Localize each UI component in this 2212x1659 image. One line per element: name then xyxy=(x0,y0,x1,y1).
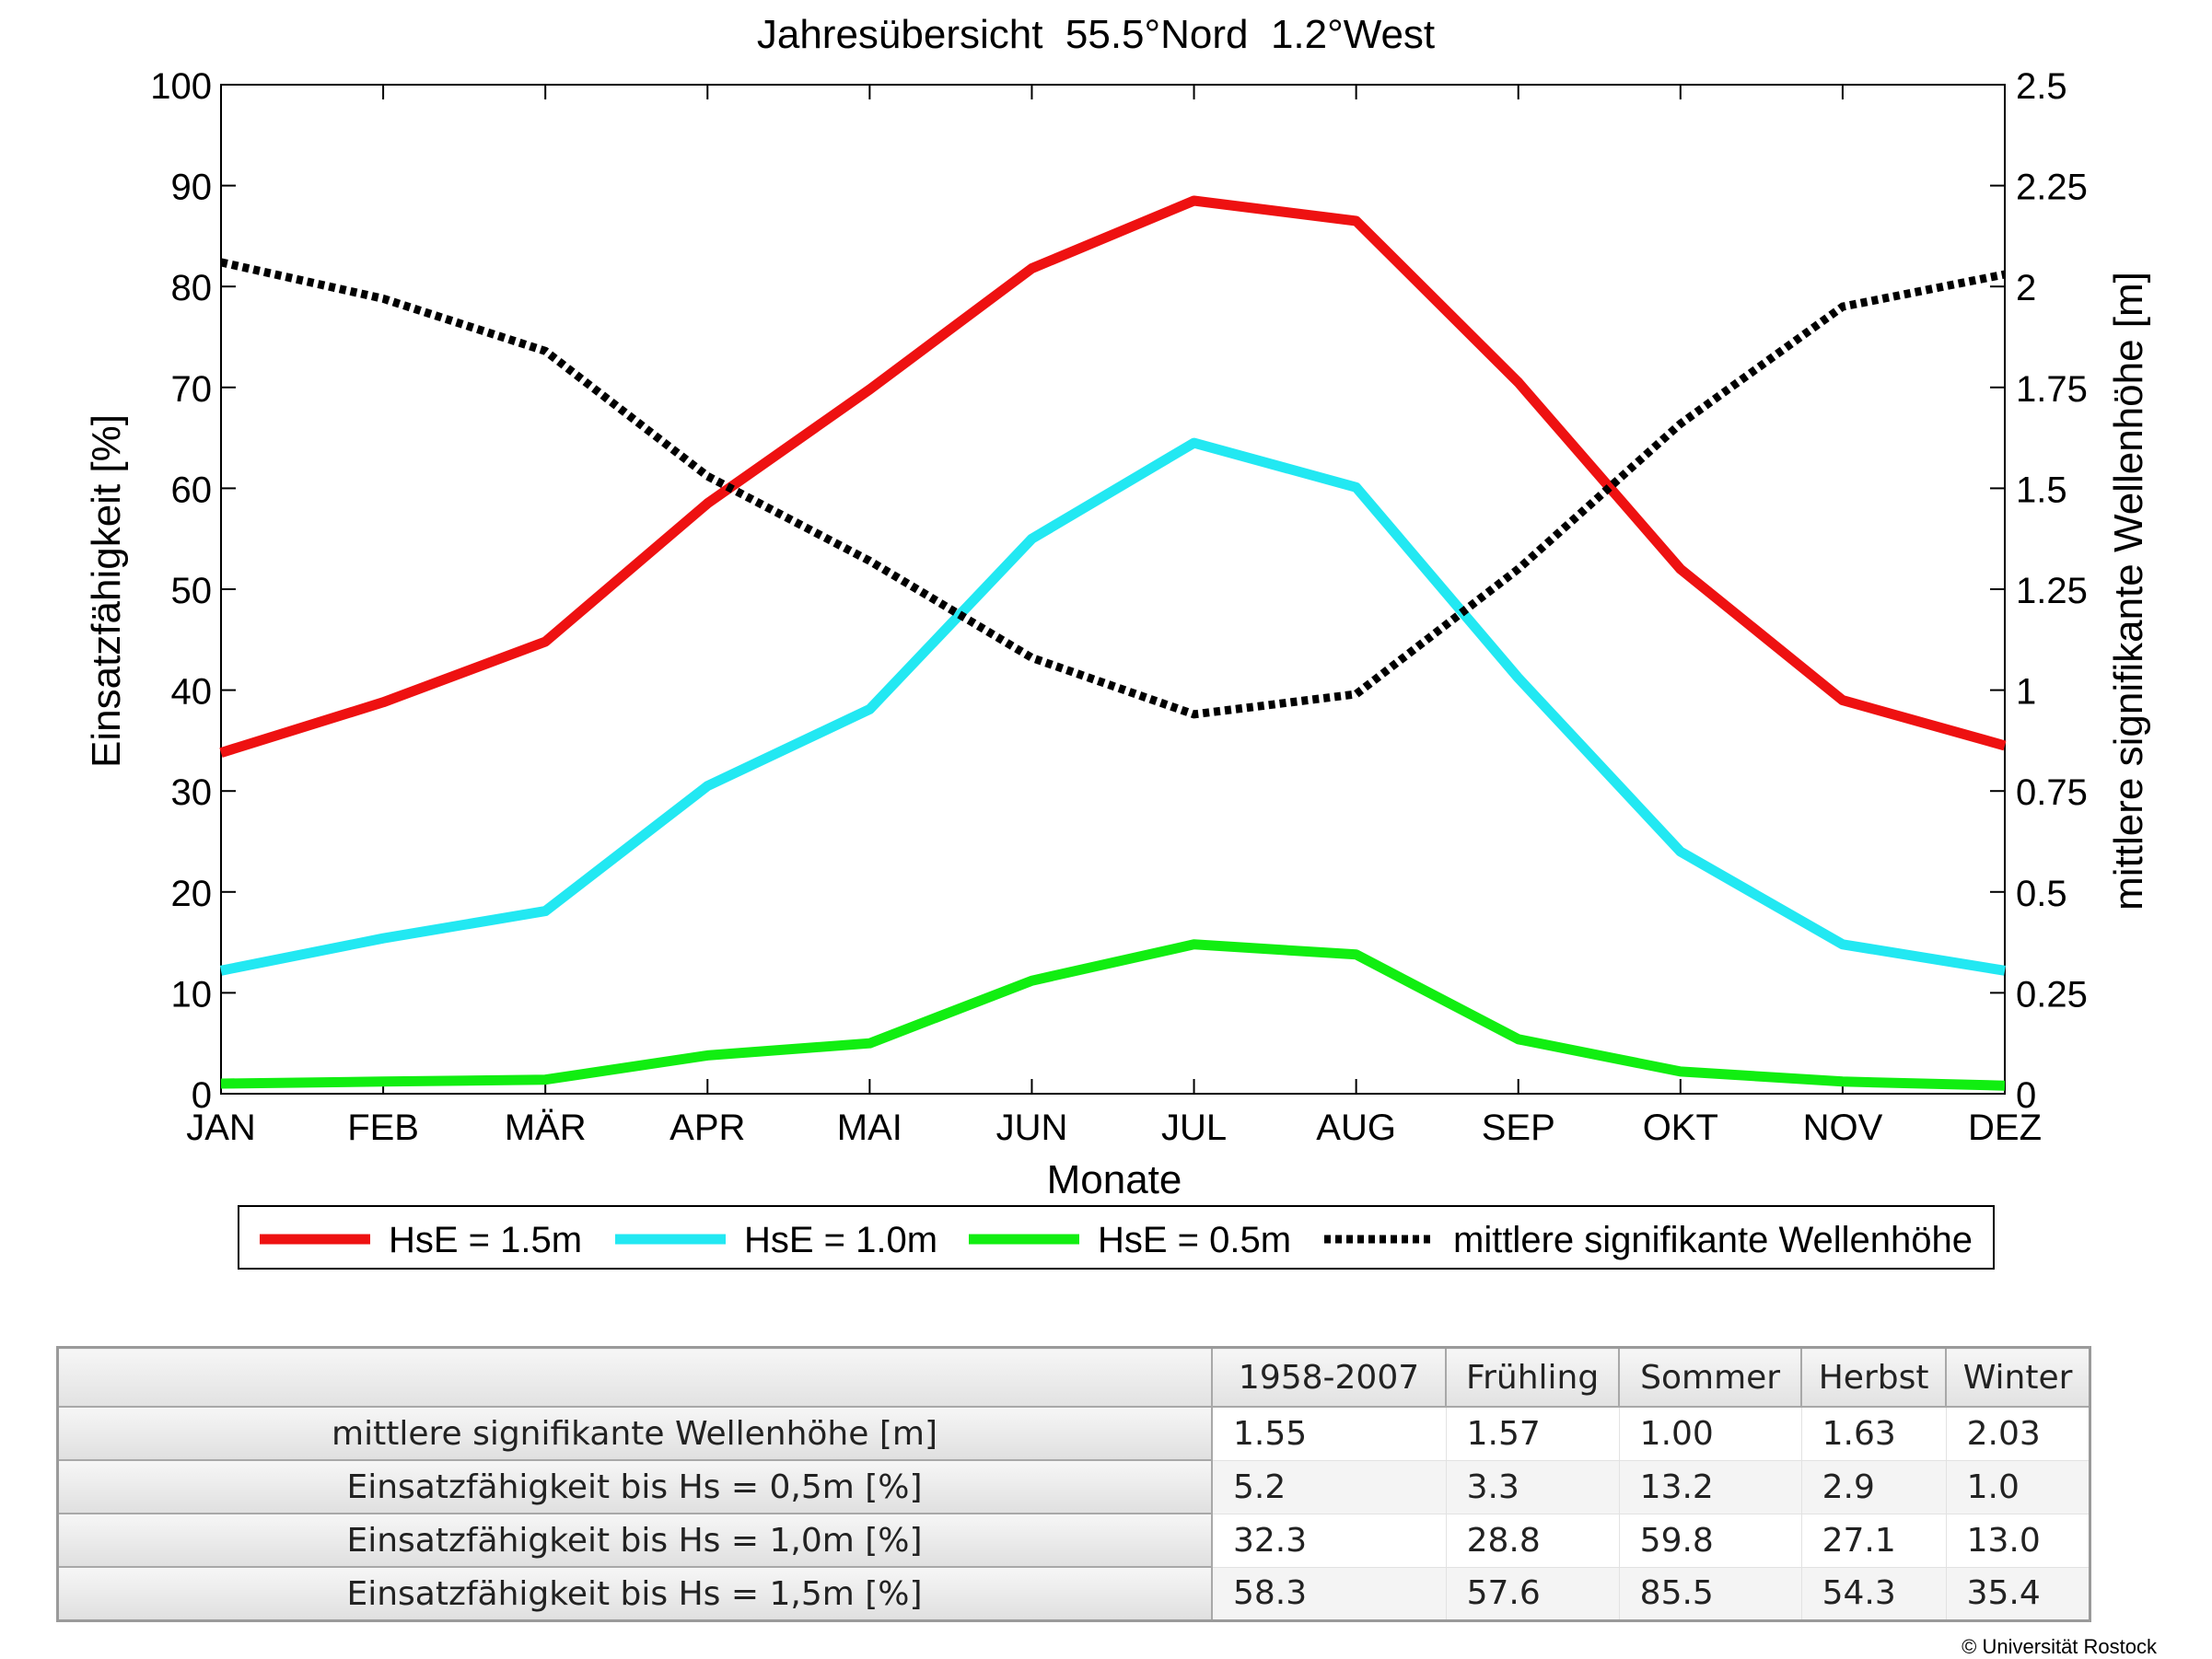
right-tick-label: 1.75 xyxy=(2016,369,2088,410)
x-tick-label: MÄR xyxy=(505,1108,587,1148)
x-tick-label: MAI xyxy=(837,1108,902,1148)
x-tick-label: SEP xyxy=(1482,1108,1555,1148)
table-cell: 35.4 xyxy=(1946,1567,2090,1621)
table-row: mittlere signifikante Wellenhöhe [m] 1.5… xyxy=(58,1407,2090,1460)
left-tick-label: 90 xyxy=(171,168,213,208)
table-cell: 1.00 xyxy=(1619,1407,1801,1460)
table-cell: 13.2 xyxy=(1619,1460,1801,1514)
table-cell: 28.8 xyxy=(1446,1514,1619,1567)
operability-series-line-3 xyxy=(221,945,2005,1085)
x-tick-label: JAN xyxy=(186,1108,256,1148)
table-cell: 1.0 xyxy=(1946,1460,2090,1514)
left-tick-label: 10 xyxy=(171,974,213,1015)
table-header-row: 1958-2007 Frühling Sommer Herbst Winter xyxy=(58,1348,2090,1408)
left-tick-label: 50 xyxy=(171,571,213,611)
table-header-cell: 1958-2007 xyxy=(1212,1348,1446,1408)
right-tick-label: 1.25 xyxy=(2016,571,2088,611)
table-cell: 27.1 xyxy=(1801,1514,1946,1567)
x-axis-label: Monate xyxy=(1047,1157,1182,1202)
row-label: Einsatzfähigkeit bis Hs = 1,0m [%] xyxy=(58,1514,1213,1567)
left-tick-label: 60 xyxy=(171,470,213,510)
table-cell: 54.3 xyxy=(1801,1567,1946,1621)
x-tick-label: APR xyxy=(669,1108,745,1148)
table-header-cell: Winter xyxy=(1946,1348,2090,1408)
series-layer xyxy=(221,201,2005,1085)
right-tick-label: 2 xyxy=(2016,268,2036,308)
right-y-axis-label: mittlere signifikante Wellenhöhe [m] xyxy=(2106,272,2151,911)
table-row: Einsatzfähigkeit bis Hs = 1,5m [%] 58.3 … xyxy=(58,1567,2090,1621)
x-axis: JAN FEB MÄR APR MAI JUN JUL AUG SEP OKT NOV DEZ xyxy=(186,85,2042,1148)
x-tick-label: NOV xyxy=(1803,1108,1883,1148)
annual-chart: Jahresübersicht 55.5°Nord 1.2°West 01020… xyxy=(0,0,2212,1307)
x-tick-label: AUG xyxy=(1316,1108,1396,1148)
operability-series-line-1 xyxy=(221,201,2005,753)
left-tick-label: 30 xyxy=(171,772,213,813)
table-cell: 2.9 xyxy=(1801,1460,1946,1514)
table-cell: 58.3 xyxy=(1212,1567,1446,1621)
left-tick-label: 100 xyxy=(150,66,212,107)
x-tick-label: JUL xyxy=(1161,1108,1227,1148)
table-cell: 13.0 xyxy=(1946,1514,2090,1567)
table-cell: 3.3 xyxy=(1446,1460,1619,1514)
right-tick-label: 2.25 xyxy=(2016,168,2088,208)
legend-label: mittlere signifikante Wellenhöhe xyxy=(1453,1220,1973,1260)
left-tick-label: 80 xyxy=(171,268,213,308)
row-label: mittlere signifikante Wellenhöhe [m] xyxy=(58,1407,1213,1460)
table-cell: 1.55 xyxy=(1212,1407,1446,1460)
table-header-cell: Herbst xyxy=(1801,1348,1946,1408)
table-header-cell xyxy=(58,1348,1213,1408)
legend-label: HsE = 0.5m xyxy=(1098,1220,1291,1260)
table-cell: 2.03 xyxy=(1946,1407,2090,1460)
legend: HsE = 1.5m HsE = 1.0m HsE = 0.5m mittlere s… xyxy=(239,1206,1994,1269)
left-tick-label: 20 xyxy=(171,874,213,914)
chart-title: Jahresübersicht 55.5°Nord 1.2°West xyxy=(757,12,1435,57)
x-tick-label: DEZ xyxy=(1968,1108,2042,1148)
table-header-cell: Frühling xyxy=(1446,1348,1619,1408)
x-tick-label: FEB xyxy=(347,1108,419,1148)
right-tick-label: 0.5 xyxy=(2016,874,2067,914)
table-cell: 59.8 xyxy=(1619,1514,1801,1567)
table-cell: 32.3 xyxy=(1212,1514,1446,1567)
table-cell: 5.2 xyxy=(1212,1460,1446,1514)
copyright-notice: © Universität Rostock xyxy=(1962,1635,2157,1659)
table-row: Einsatzfähigkeit bis Hs = 0,5m [%] 5.2 3… xyxy=(58,1460,2090,1514)
table-cell: 85.5 xyxy=(1619,1567,1801,1621)
legend-label: HsE = 1.0m xyxy=(744,1220,937,1260)
left-y-axis-label: Einsatzfähigkeit [%] xyxy=(84,414,129,768)
operability-series-line-2 xyxy=(221,443,2005,970)
right-tick-label: 0.25 xyxy=(2016,974,2088,1015)
table-row: Einsatzfähigkeit bis Hs = 1,0m [%] 32.3 … xyxy=(58,1514,2090,1567)
right-tick-label: 2.5 xyxy=(2016,66,2067,107)
row-label: Einsatzfähigkeit bis Hs = 1,5m [%] xyxy=(58,1567,1213,1621)
legend-label: HsE = 1.5m xyxy=(389,1220,582,1260)
x-tick-label: JUN xyxy=(996,1108,1068,1148)
left-tick-label: 40 xyxy=(171,672,213,713)
right-tick-label: 1 xyxy=(2016,672,2036,713)
right-tick-label: 1.5 xyxy=(2016,470,2067,510)
table-cell: 57.6 xyxy=(1446,1567,1619,1621)
left-tick-label: 70 xyxy=(171,369,213,410)
table-header-cell: Sommer xyxy=(1619,1348,1801,1408)
right-tick-label: 0.75 xyxy=(2016,772,2088,813)
statistics-table: 1958-2007 Frühling Sommer Herbst Winter … xyxy=(56,1346,2091,1622)
table-cell: 1.57 xyxy=(1446,1407,1619,1460)
table-cell: 1.63 xyxy=(1801,1407,1946,1460)
row-label: Einsatzfähigkeit bis Hs = 0,5m [%] xyxy=(58,1460,1213,1514)
x-tick-label: OKT xyxy=(1643,1108,1718,1148)
